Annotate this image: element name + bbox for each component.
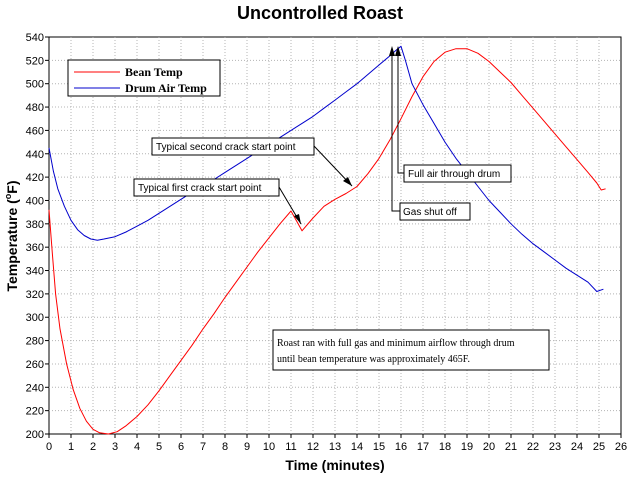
x-tick-label: 0 [46, 441, 52, 453]
y-tick-label: 300 [26, 312, 44, 324]
y-axis-label: Temperature (oF) [3, 180, 20, 291]
annotation-full-air: Full air through drum [395, 46, 512, 183]
x-tick-label: 17 [417, 441, 429, 453]
x-tick-label: 26 [615, 441, 627, 453]
x-tick-label: 16 [395, 441, 407, 453]
y-tick-label: 480 [26, 102, 44, 114]
y-tick-label: 380 [26, 219, 44, 231]
annotation-first-crack: Typical first crack start point [133, 178, 302, 225]
x-tick-label: 24 [571, 441, 583, 453]
x-tick-label: 7 [200, 441, 206, 453]
x-tick-label: 21 [505, 441, 517, 453]
legend-box [67, 59, 221, 97]
x-tick-label: 20 [483, 441, 495, 453]
y-tick-label: 540 [26, 32, 44, 44]
y-tick-label: 340 [26, 266, 44, 278]
annotation-roast-note: Roast ran with full gas and minimum airf… [272, 329, 550, 371]
x-tick-label: 2 [90, 441, 96, 453]
y-axis-label-main: Temperature ( [4, 199, 20, 292]
x-tick-label: 13 [329, 441, 341, 453]
x-tick-label: 11 [285, 441, 296, 453]
y-tick-label: 400 [26, 195, 44, 207]
annotation-line-1: Roast ran with full gas and minimum airf… [277, 338, 515, 349]
x-axis-ticks: 0 1 2 3 4 5 6 7 8 9 10 11 12 13 14 15 16 17 18 19 20 21 22 23 24… [46, 434, 627, 453]
x-tick-label: 1 [68, 441, 74, 453]
annotation-gas-shut-off: Gas shut off [389, 46, 471, 221]
x-axis-label: Time (minutes) [285, 457, 384, 473]
x-tick-label: 23 [549, 441, 561, 453]
y-axis-label-degree: o [3, 193, 13, 199]
y-tick-label: 320 [26, 289, 44, 301]
y-tick-label: 240 [26, 382, 44, 394]
y-tick-label: 360 [26, 242, 44, 254]
x-tick-label: 8 [222, 441, 228, 453]
y-axis-label-end: F) [4, 180, 20, 193]
annotation-label: Typical first crack start point [138, 183, 262, 194]
y-tick-label: 200 [26, 429, 44, 441]
x-tick-label: 4 [134, 441, 140, 453]
annotation-arrow [391, 50, 400, 212]
arrow-head [294, 214, 301, 224]
arrow-head [395, 46, 401, 56]
legend: Bean Temp Drum Air Temp [67, 59, 221, 97]
x-tick-label: 19 [461, 441, 473, 453]
y-tick-label: 440 [26, 149, 44, 161]
legend-label-bean-temp: Bean Temp [125, 65, 183, 79]
annotation-label: Gas shut off [403, 207, 457, 218]
series-line-bean-temp [48, 48, 606, 435]
x-tick-label: 3 [112, 441, 118, 453]
annotation-arrow [397, 50, 404, 174]
y-tick-label: 420 [26, 172, 44, 184]
x-tick-label: 5 [156, 441, 162, 453]
x-tick-label: 22 [527, 441, 539, 453]
legend-label-drum-air-temp: Drum Air Temp [125, 81, 207, 95]
x-tick-label: 9 [244, 441, 250, 453]
x-tick-label: 15 [373, 441, 385, 453]
y-tick-label: 460 [26, 125, 44, 137]
arrow-head [343, 177, 352, 186]
y-tick-label: 220 [26, 406, 44, 418]
annotation-box [272, 329, 550, 371]
annotation-label: Typical second crack start point [156, 142, 296, 153]
y-tick-label: 520 [26, 55, 44, 67]
x-tick-label: 12 [307, 441, 319, 453]
y-axis-ticks: 200 220 240 260 280 300 320 340 360 380 400 420 440 4… [26, 32, 49, 441]
annotation-second-crack: Typical second crack start point [151, 137, 353, 187]
y-tick-label: 280 [26, 336, 44, 348]
series-line-drum-air-temp [48, 45, 604, 292]
annotation-label: Full air through drum [408, 169, 500, 180]
x-tick-label: 25 [593, 441, 605, 453]
x-tick-label: 6 [178, 441, 184, 453]
y-tick-label: 500 [26, 79, 44, 91]
x-tick-label: 10 [263, 441, 275, 453]
x-tick-label: 14 [351, 441, 363, 453]
x-tick-label: 18 [439, 441, 451, 453]
chart-title: Uncontrolled Roast [237, 3, 403, 23]
arrow-head [389, 46, 395, 56]
y-tick-label: 260 [26, 359, 44, 371]
series-layer [48, 45, 606, 435]
annotation-line-2: until bean temperature was approximately… [277, 354, 470, 365]
